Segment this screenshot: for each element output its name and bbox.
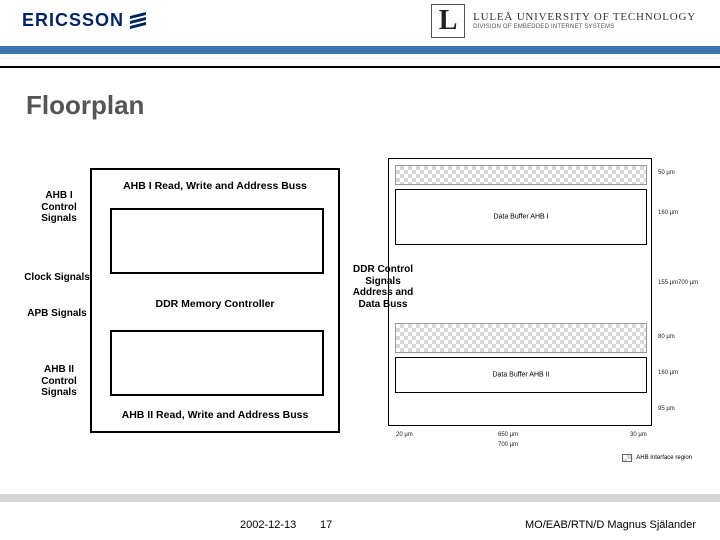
side-label-ahb2: AHB II Control Signals [32,364,86,399]
lulea-logo: L LULEÅ UNIVERSITY OF TECHNOLOGY DIVISIO… [431,4,696,38]
dim-r4: 80 µm [658,334,675,340]
dim-r1: 50 µm [658,170,675,176]
floorplan-right-diagram: Data Buffer AHB I Data Buffer AHB II 50 … [388,158,688,448]
dim-b3: 30 µm [630,432,647,438]
right-outer-box: Data Buffer AHB I Data Buffer AHB II [388,158,652,426]
dim-r5: 160 µm [658,370,678,376]
side-label-clock: Clock Signals [24,272,90,284]
right-gap [395,245,647,323]
legend-label: AHB Interface region [636,455,692,461]
legend: AHB Interface region [622,454,692,462]
slide: ERICSSON L LULEÅ UNIVERSITY OF TECHNOLOG… [0,0,720,540]
right-buffer-2: Data Buffer AHB II [395,357,647,393]
lulea-text: LULEÅ UNIVERSITY OF TECHNOLOGY DIVISION … [473,12,696,30]
dim-r3b: 700 µm [678,280,698,286]
floorplan-left-diagram: AHB I Read, Write and Address Buss DDR M… [90,168,340,433]
right-strip-c [395,323,647,353]
dim-b4: 700 µm [498,442,518,448]
header-blue-rule [0,46,720,54]
footer-page: 17 [320,519,332,531]
footer-rule [0,494,720,502]
ericsson-logo: ERICSSON [22,10,146,31]
dim-b1: 20 µm [396,432,413,438]
dim-r3: 155 µm [658,280,678,286]
footer-ref: MO/EAB/RTN/D Magnus Själander [525,519,696,531]
dim-r6: 95 µm [658,406,675,412]
left-top-label: AHB I Read, Write and Address Buss [92,180,338,192]
left-outer-box: AHB I Read, Write and Address Buss DDR M… [90,168,340,433]
slide-title: Floorplan [26,90,144,121]
right-strip-a [395,165,647,185]
lulea-line2: DIVISION OF EMBEDDED INTERNET SYSTEMS [473,24,696,30]
left-mid-label: DDR Memory Controller [92,298,338,310]
right-buffer-1: Data Buffer AHB I [395,189,647,245]
right-buffer-2-label: Data Buffer AHB II [396,372,646,379]
dim-r2: 160 µm [658,210,678,216]
header-black-rule [0,66,720,68]
left-inner-box-b [110,330,324,396]
footer: 2002-12-13 17 MO/EAB/RTN/D Magnus Själan… [0,510,720,540]
lulea-mark-icon: L [431,4,465,38]
ericsson-wordmark: ERICSSON [22,10,124,31]
right-buffer-1-label: Data Buffer AHB I [396,214,646,221]
figure-area: AHB I Read, Write and Address Buss DDR M… [20,148,700,468]
dim-b2: 650 µm [498,432,518,438]
legend-swatch-icon [622,454,632,462]
footer-date: 2002-12-13 [240,519,296,531]
slide-header: ERICSSON L LULEÅ UNIVERSITY OF TECHNOLOG… [0,0,720,60]
left-inner-box-a [110,208,324,274]
side-label-apb: APB Signals [24,308,90,320]
side-label-ahb1: AHB I Control Signals [32,190,86,225]
left-bot-label: AHB II Read, Write and Address Buss [92,409,338,421]
ericsson-bars-icon [130,12,146,29]
lulea-line1: LULEÅ UNIVERSITY OF TECHNOLOGY [473,12,696,24]
